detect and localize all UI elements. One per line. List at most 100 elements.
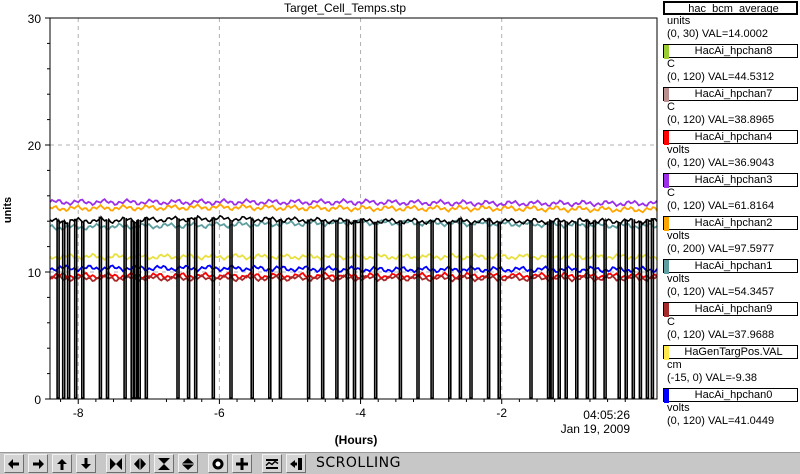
legend-color-swatch	[664, 389, 669, 403]
legend-color-swatch	[664, 45, 669, 59]
legend-range-value: (0, 120) VAL=61.8164	[667, 200, 775, 212]
legend-name-box[interactable]: HacAi_hpchan0	[663, 388, 798, 403]
autoscale-icon	[265, 458, 279, 469]
add-button[interactable]	[232, 454, 252, 473]
zoom-out-horizontal-button[interactable]	[130, 454, 150, 473]
x-axis-label: (Hours)	[335, 433, 378, 447]
arrow-down-icon	[81, 457, 91, 469]
record-button[interactable]	[208, 454, 228, 473]
legend-color-swatch	[664, 217, 669, 231]
legend-entry[interactable]: HaGenTargPos.VAL cm (-15, 0) VAL=-9.38	[663, 345, 798, 387]
current-time-label: 04:05:26	[583, 408, 630, 422]
legend-entry[interactable]: HacAi_hpchan7 C (0, 120) VAL=38.8965	[663, 87, 798, 129]
legend-panel: hac_bcm_average units (0, 30) VAL=14.0002 H…	[663, 0, 800, 452]
zoom-out-horizontal-icon	[134, 457, 146, 470]
zoom-in-vertical-button[interactable]	[154, 454, 174, 473]
legend-name-box[interactable]: HaGenTargPos.VAL	[663, 345, 798, 360]
legend-range-value: (0, 120) VAL=36.9043	[667, 157, 775, 169]
legend-entry[interactable]: HacAi_hpchan9 C (0, 120) VAL=37.9688	[663, 302, 798, 344]
legend-entry[interactable]: HacAi_hpchan3 C (0, 120) VAL=61.8164	[663, 173, 798, 215]
zoom-in-horizontal-icon	[110, 457, 122, 470]
arrow-left-button[interactable]	[4, 454, 24, 473]
arrow-up-icon	[57, 458, 67, 470]
legend-name-box[interactable]: HacAi_hpchan2	[663, 216, 798, 231]
toolbar: SCROLLING	[0, 452, 800, 474]
legend-color-swatch	[664, 131, 669, 145]
legend-range-value: (0, 120) VAL=38.8965	[667, 114, 775, 126]
x-tick-label: -6	[214, 406, 225, 420]
legend-series-name: HaGenTargPos.VAL	[684, 346, 783, 358]
arrow-left-icon	[8, 458, 19, 469]
legend-series-name: HacAi_hpchan3	[694, 174, 773, 186]
legend-series-name: HacAi_hpchan7	[694, 88, 773, 100]
legend-unit: volts	[667, 273, 690, 285]
legend-unit: C	[667, 316, 675, 328]
zoom-in-horizontal-button[interactable]	[106, 454, 126, 473]
legend-series-name: hac_bcm_average	[688, 3, 779, 15]
record-icon	[212, 458, 224, 469]
legend-unit: C	[667, 101, 675, 113]
legend-series-name: HacAi_hpchan9	[694, 303, 773, 315]
legend-name-box[interactable]: HacAi_hpchan7	[663, 87, 798, 102]
autoscale-button[interactable]	[262, 454, 282, 473]
legend-series-name: HacAi_hpchan8	[694, 45, 773, 57]
series-line-hacai-hpchan2	[49, 202, 658, 214]
legend-range-value: (0, 120) VAL=54.3457	[667, 286, 775, 298]
plot-frame	[49, 17, 658, 400]
add-icon	[236, 457, 248, 470]
zoom-out-vertical-button[interactable]	[178, 454, 198, 473]
legend-range-value: (0, 120) VAL=44.5312	[667, 71, 775, 83]
legend-series-name: HacAi_hpchan1	[694, 260, 773, 272]
series-line-hacai-hpchan3	[49, 197, 658, 208]
arrow-down-button[interactable]	[76, 454, 96, 473]
zoom-in-vertical-icon	[158, 457, 170, 470]
x-tick-label: -2	[496, 406, 507, 420]
series-line-hac-bcm-average	[49, 214, 658, 399]
legend-range-value: (0, 200) VAL=97.5977	[667, 243, 775, 255]
legend-unit: units	[667, 15, 691, 27]
legend-series-name: HacAi_hpchan0	[694, 389, 773, 401]
y-tick-label: 0	[34, 393, 41, 407]
arrow-up-button[interactable]	[52, 454, 72, 473]
export-button[interactable]	[286, 454, 306, 473]
legend-unit: volts	[667, 144, 690, 156]
current-date-label: Jan 19, 2009	[561, 422, 631, 436]
legend-color-swatch	[664, 346, 669, 360]
arrow-right-button[interactable]	[28, 454, 48, 473]
y-tick-label: 20	[28, 139, 42, 153]
strip-chart[interactable]: -8 -6 -4 -2 0 10 20 30 Target_Cell_Temps.stp un…	[0, 0, 660, 452]
x-tick-label: -4	[355, 406, 366, 420]
legend-series-name: HacAi_hpchan4	[694, 131, 773, 143]
legend-name-box[interactable]: HacAi_hpchan3	[663, 173, 798, 188]
y-axis-label: units	[2, 197, 14, 223]
legend-range-value: (0, 120) VAL=41.0449	[667, 415, 775, 427]
legend-unit: C	[667, 187, 675, 199]
legend-entry[interactable]: HacAi_hpchan8 C (0, 120) VAL=44.5312	[663, 44, 798, 86]
legend-unit: cm	[667, 359, 682, 371]
x-tick-label: -8	[73, 406, 84, 420]
legend-entry[interactable]: hac_bcm_average units (0, 30) VAL=14.0002	[663, 1, 798, 43]
legend-range-value: (0, 30) VAL=14.0002	[667, 28, 769, 40]
legend-name-box[interactable]: HacAi_hpchan1	[663, 259, 798, 274]
legend-name-box[interactable]: HacAi_hpchan8	[663, 44, 798, 59]
legend-unit: volts	[667, 402, 690, 414]
legend-name-box[interactable]: HacAi_hpchan4	[663, 130, 798, 145]
export-icon	[290, 457, 302, 470]
legend-range-value: (0, 120) VAL=37.9688	[667, 329, 775, 341]
zoom-out-vertical-icon	[182, 457, 194, 470]
legend-color-swatch	[664, 174, 669, 188]
chart-title: Target_Cell_Temps.stp	[284, 1, 406, 15]
legend-name-box[interactable]: HacAi_hpchan9	[663, 302, 798, 317]
y-tick-label: 30	[28, 12, 42, 26]
legend-unit: volts	[667, 230, 690, 242]
legend-entry[interactable]: HacAi_hpchan2 volts (0, 200) VAL=97.5977	[663, 216, 798, 258]
legend-color-swatch	[664, 303, 669, 317]
arrow-right-icon	[33, 458, 44, 469]
legend-name-box[interactable]: hac_bcm_average	[663, 1, 798, 15]
legend-color-swatch	[664, 88, 669, 102]
legend-unit: C	[667, 58, 675, 70]
legend-range-value: (-15, 0) VAL=-9.38	[667, 372, 757, 384]
